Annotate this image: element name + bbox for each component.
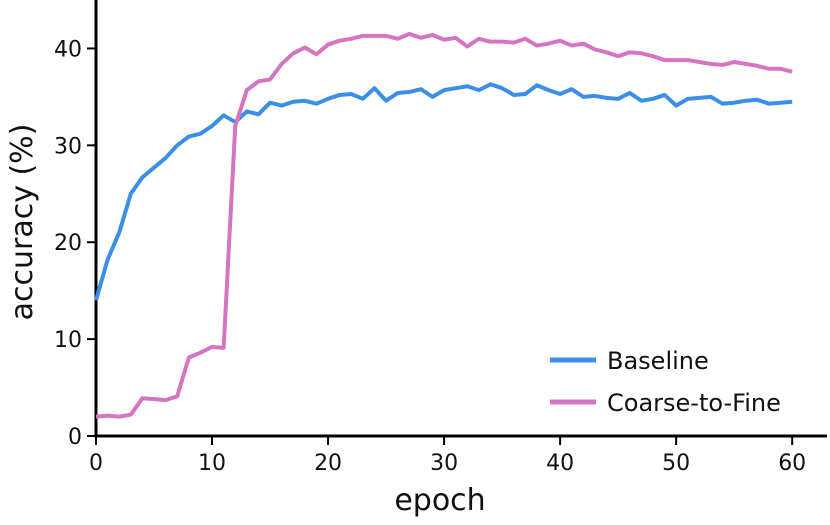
y-tick-label: 30: [54, 134, 82, 159]
x-tick-label: 60: [778, 451, 806, 476]
x-ticks: 0 10 20 30 40 50 60: [89, 436, 806, 476]
legend: Baseline Coarse-to-Fine: [550, 347, 781, 417]
x-axis-label: epoch: [394, 483, 485, 518]
x-tick-label: 20: [314, 451, 342, 476]
series-line-0: [94, 82, 793, 301]
series-lines: [94, 31, 793, 419]
y-ticks: 0 10 20 30 40: [54, 37, 96, 450]
y-tick-label: 40: [54, 37, 82, 62]
y-tick-label: 20: [54, 231, 82, 256]
axes: [94, 0, 827, 438]
x-tick-label: 30: [430, 451, 458, 476]
x-tick-label: 0: [89, 451, 103, 476]
y-tick-label: 10: [54, 328, 82, 353]
series-line-1: [95, 31, 793, 419]
y-tick-label: 0: [68, 425, 82, 450]
y-axis-label: accuracy (%): [5, 124, 40, 321]
legend-label: Coarse-to-Fine: [607, 389, 781, 417]
legend-label: Baseline: [607, 347, 709, 375]
x-tick-label: 40: [546, 451, 574, 476]
x-tick-label: 50: [662, 451, 690, 476]
x-tick-label: 10: [198, 451, 226, 476]
